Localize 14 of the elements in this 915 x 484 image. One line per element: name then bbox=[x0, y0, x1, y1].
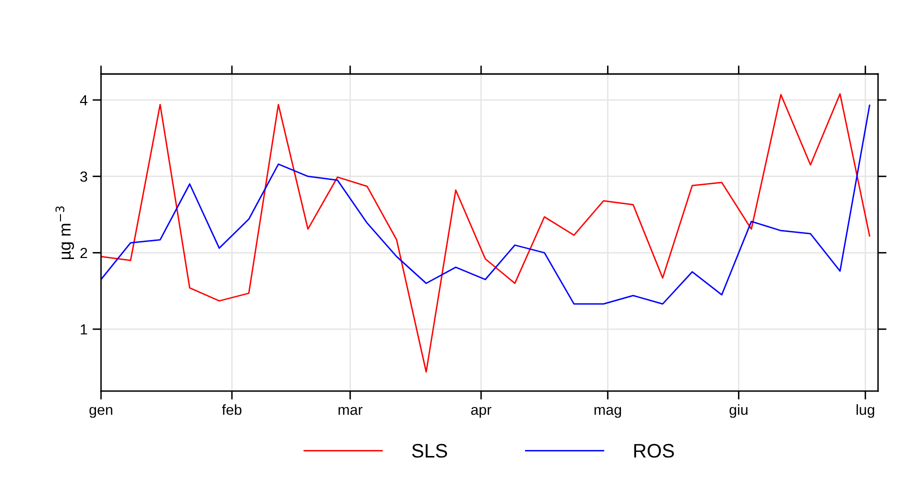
legend-label: SLS bbox=[412, 444, 448, 458]
y-tick-label: 4 bbox=[80, 95, 88, 106]
y-tick-label: 2 bbox=[80, 248, 88, 258]
x-tick-label: mar bbox=[338, 406, 362, 415]
x-tick-label: mag bbox=[594, 406, 622, 418]
y-tick-label: 3 bbox=[80, 171, 88, 182]
legend-label: ROS bbox=[634, 444, 674, 458]
x-tick-label: apr bbox=[471, 406, 492, 418]
x-tick-label: feb bbox=[222, 404, 242, 415]
y-tick-label: 1 bbox=[80, 324, 88, 334]
x-tick-label: lug bbox=[856, 404, 874, 418]
x-tick-label: gen bbox=[89, 406, 112, 418]
y-axis-title: µg m$^{−3}$ bbox=[55, 206, 74, 260]
x-tick-label: giu bbox=[730, 404, 748, 418]
